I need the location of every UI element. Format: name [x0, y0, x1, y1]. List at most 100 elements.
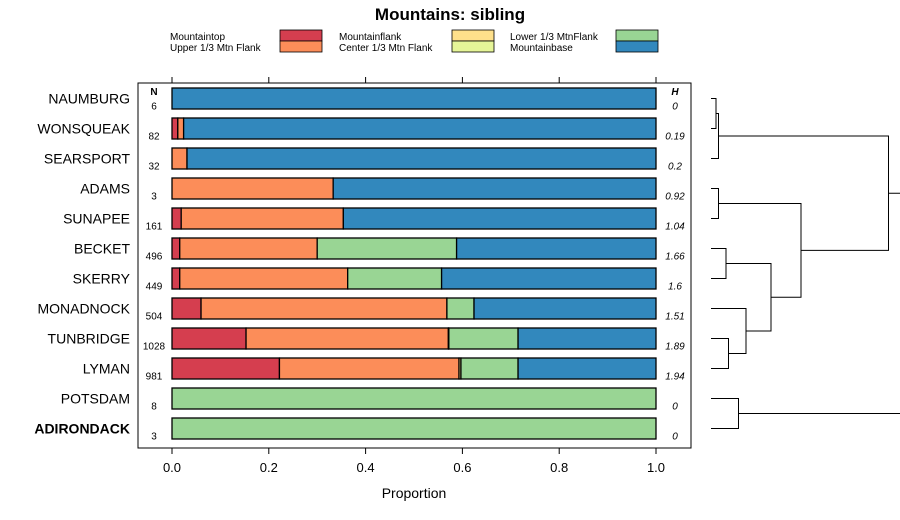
- n-value-adirondack: 3: [151, 432, 157, 443]
- category-label-naumburg: NAUMBURG: [48, 91, 130, 107]
- legend-label-mountaintop: Mountaintop: [170, 32, 225, 43]
- h-value-potsdam: 0: [672, 402, 678, 413]
- category-label-skerry: SKERRY: [73, 271, 131, 287]
- bar-segment-lyman-mountainbase: [517, 357, 657, 380]
- bar-segment-skerry-mountainbase: [440, 267, 657, 290]
- n-value-wonsqueak: 82: [148, 132, 160, 143]
- dendrogram-link-9: [718, 135, 889, 251]
- bar-segment-skerry-upper-1-3-mtn-flank: [179, 267, 349, 290]
- legend-label-mountainbase: Mountainbase: [510, 43, 573, 54]
- category-label-sunapee: SUNAPEE: [63, 211, 130, 227]
- legend-label-center-1-3-mtn-flank: Center 1/3 Mtn Flank: [339, 43, 433, 54]
- bar-segment-adams-mountainbase: [332, 177, 657, 200]
- h-value-wonsqueak: 0.19: [665, 132, 685, 143]
- n-value-sunapee: 161: [146, 222, 163, 233]
- dendrogram-link-1: [711, 98, 717, 129]
- bar-segment-sunapee-upper-1-3-mtn-flank: [180, 207, 344, 230]
- n-value-adams: 3: [151, 192, 157, 203]
- n-value-tunbridge: 1028: [143, 342, 166, 353]
- category-label-lyman: LYMAN: [83, 361, 130, 377]
- bar-segment-lyman-upper-1-3-mtn-flank: [278, 357, 460, 380]
- category-label-adams: ADAMS: [80, 181, 130, 197]
- bar-segment-lyman-lower-1-3-mtnflank: [460, 357, 519, 380]
- category-label-adirondack: ADIRONDACK: [34, 421, 130, 437]
- bar-segment-skerry-mountaintop: [171, 267, 181, 290]
- bar-segment-monadnock-upper-1-3-mtn-flank: [200, 297, 448, 320]
- dendrogram-link-4: [711, 248, 727, 279]
- h-value-sunapee: 1.04: [665, 222, 685, 233]
- x-axis: 0.0 0.2 0.4 0.6 0.8 1.0: [163, 77, 665, 475]
- n-column-header: N: [150, 87, 157, 98]
- category-label-searsport: SEARSPORT: [44, 151, 131, 167]
- category-labels: NAUMBURG WONSQUEAK SEARSPORT ADAMS SUNAPEE BE…: [34, 91, 130, 437]
- n-value-naumburg: 6: [151, 102, 157, 113]
- legend-swatch-mountainflank: [451, 29, 495, 42]
- dendrogram-link-2: [711, 113, 719, 159]
- bar-segment-becket-mountainbase: [455, 237, 657, 260]
- h-value-adams: 0.92: [665, 192, 685, 203]
- bar-segment-adams-upper-1-3-mtn-flank: [171, 177, 334, 200]
- bar-segment-monadnock-mountaintop: [171, 297, 202, 320]
- x-tick-label-0-8: 0.8: [550, 460, 568, 475]
- category-label-potsdam: POTSDAM: [61, 391, 130, 407]
- bar-segment-becket-upper-1-3-mtn-flank: [179, 237, 318, 260]
- h-value-naumburg: 0: [672, 102, 678, 113]
- chart-title: Mountains: sibling: [375, 5, 525, 24]
- bar-segment-searsport-upper-1-3-mtn-flank: [171, 147, 188, 170]
- h-value-lyman: 1.94: [665, 372, 685, 383]
- x-tick-label-0-6: 0.6: [453, 460, 471, 475]
- legend-swatch-center-1-3-mtn-flank: [451, 40, 495, 53]
- dendrogram-link-7: [726, 263, 772, 332]
- dendrogram-link-3: [711, 188, 719, 219]
- bar-segment-potsdam-lower-1-3-mtnflank: [171, 387, 657, 410]
- bar-segment-wonsqueak-mountaintop: [171, 117, 179, 140]
- legend-swatch-mountainbase: [615, 40, 659, 53]
- dendrogram-link-8: [718, 203, 802, 298]
- bars-group: 6 0 82 0.19 32 0.2 3 0.92 161 1.04 496 1.66 449 1.6 50…: [143, 87, 685, 443]
- n-value-becket: 496: [146, 252, 163, 263]
- category-label-becket: BECKET: [74, 241, 130, 257]
- bar-segment-tunbridge-mountainbase: [517, 327, 657, 350]
- h-value-searsport: 0.2: [668, 162, 682, 173]
- h-value-skerry: 1.6: [668, 282, 682, 293]
- category-label-tunbridge: TUNBRIDGE: [48, 331, 130, 347]
- bar-segment-tunbridge-mountaintop: [171, 327, 247, 350]
- legend-label-lower-1-3-mtnflank: Lower 1/3 MtnFlank: [510, 32, 599, 43]
- dendrogram: [711, 98, 900, 429]
- bar-segment-lyman-mountaintop: [171, 357, 281, 380]
- x-tick-label-0-0: 0.0: [163, 460, 181, 475]
- bar-segment-naumburg-mountainbase: [171, 87, 657, 110]
- bar-segment-sunapee-mountainbase: [342, 207, 657, 230]
- bar-segment-wonsqueak-upper-1-3-mtn-flank: [177, 117, 185, 140]
- dendrogram-link-10: [711, 398, 739, 429]
- h-value-becket: 1.66: [665, 252, 685, 263]
- bar-segment-becket-lower-1-3-mtnflank: [316, 237, 458, 260]
- plot-frame: [137, 82, 692, 449]
- n-value-skerry: 449: [146, 282, 163, 293]
- bar-segment-tunbridge-lower-1-3-mtnflank: [448, 327, 519, 350]
- h-value-monadnock: 1.51: [665, 312, 684, 323]
- x-axis-title: Proportion: [382, 485, 447, 501]
- bar-segment-wonsqueak-mountainbase: [182, 117, 657, 140]
- bar-segment-becket-mountaintop: [171, 237, 181, 260]
- bar-segment-monadnock-mountainbase: [473, 297, 657, 320]
- h-value-adirondack: 0: [672, 432, 678, 443]
- bar-segment-adirondack-lower-1-3-mtnflank: [171, 417, 657, 440]
- n-value-searsport: 32: [148, 162, 160, 173]
- x-tick-label-0-2: 0.2: [260, 460, 278, 475]
- legend-label-mountainflank: Mountainflank: [339, 32, 402, 43]
- h-value-tunbridge: 1.89: [665, 342, 685, 353]
- x-tick-label-0-4: 0.4: [357, 460, 375, 475]
- n-value-monadnock: 504: [146, 312, 163, 323]
- legend-swatch-mountaintop: [279, 29, 323, 42]
- h-column-header: H: [671, 87, 679, 98]
- bar-segment-searsport-mountainbase: [186, 147, 657, 170]
- legend-label-upper-1-3-mtn-flank: Upper 1/3 Mtn Flank: [170, 43, 262, 54]
- bar-segment-sunapee-mountaintop: [171, 207, 182, 230]
- n-value-lyman: 981: [146, 372, 163, 383]
- legend-swatch-lower-1-3-mtnflank: [615, 29, 659, 42]
- bar-segment-skerry-lower-1-3-mtnflank: [347, 267, 443, 290]
- bar-segment-monadnock-lower-1-3-mtnflank: [446, 297, 475, 320]
